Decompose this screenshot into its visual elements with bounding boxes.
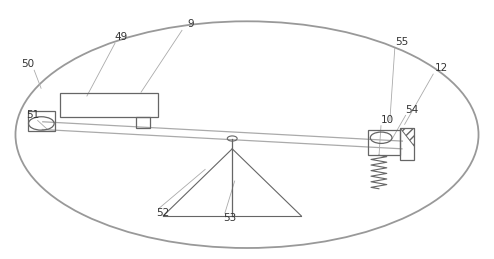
Text: 51: 51 [26, 110, 40, 120]
Text: 10: 10 [381, 116, 394, 125]
Text: 52: 52 [157, 208, 170, 218]
Text: 9: 9 [187, 19, 194, 29]
Bar [28, 111, 55, 131]
Bar [136, 117, 150, 128]
Polygon shape [400, 128, 413, 146]
Text: 12: 12 [435, 63, 448, 73]
Bar [368, 130, 400, 155]
Text: 54: 54 [406, 105, 418, 115]
Text: 55: 55 [396, 37, 409, 47]
Text: 50: 50 [21, 59, 35, 69]
Text: 53: 53 [223, 213, 237, 223]
Text: 49: 49 [115, 32, 128, 42]
Bar [60, 93, 159, 117]
Bar [400, 128, 413, 160]
